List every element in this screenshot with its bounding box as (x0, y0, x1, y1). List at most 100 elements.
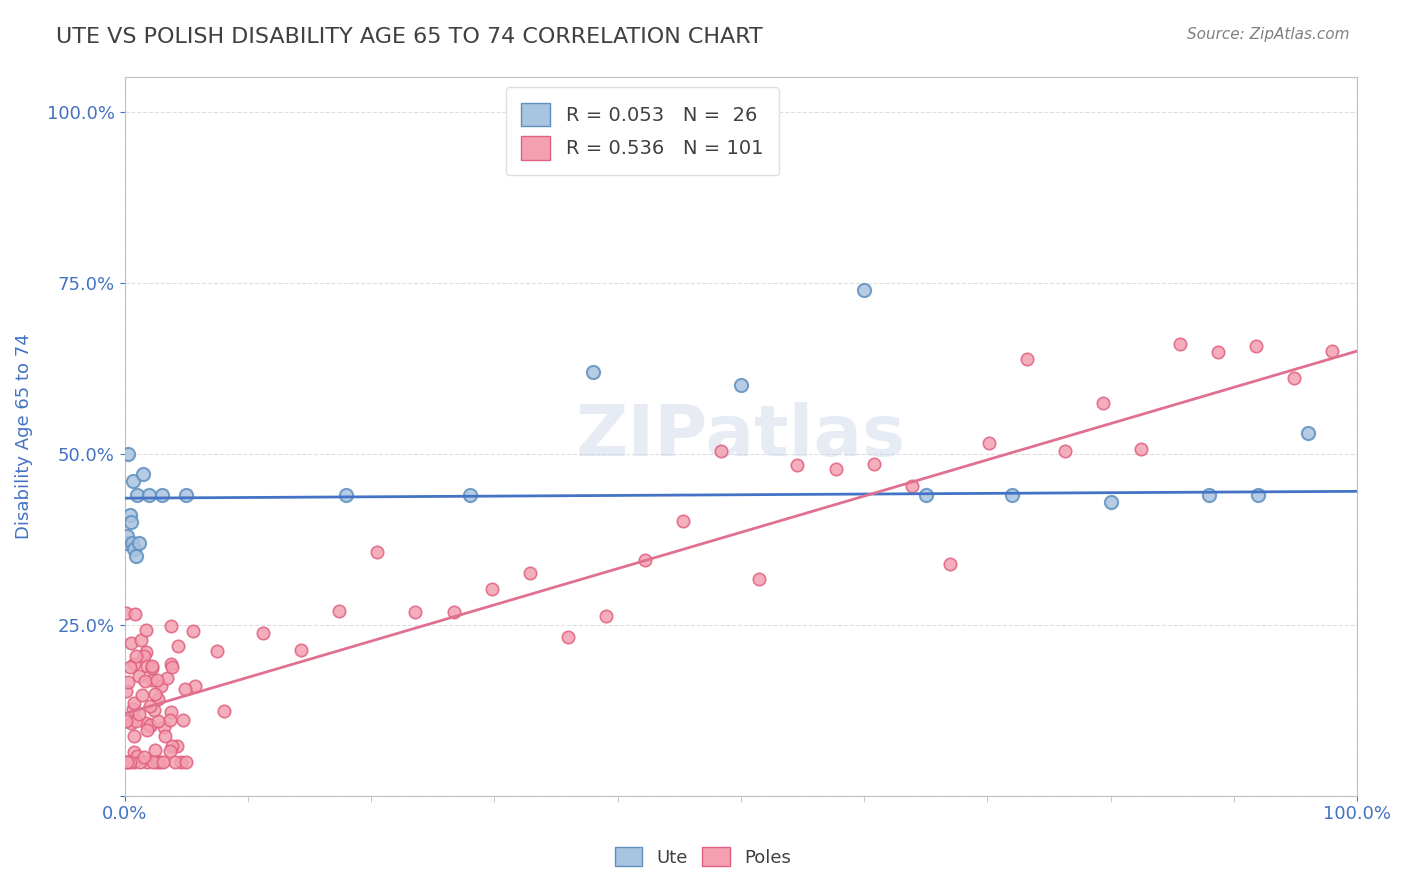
Point (115, 684, 138, 698)
Point (136, 755, 159, 769)
Point (181, 624, 204, 639)
Point (174, 755, 197, 769)
Point (132, 648, 155, 663)
Point (125, 748, 148, 763)
Point (174, 488, 197, 502)
Point (129, 755, 152, 769)
Point (128, 669, 150, 683)
Point (150, 488, 173, 502)
Point (1130, 442, 1153, 456)
Point (122, 755, 145, 769)
Point (748, 572, 770, 586)
Point (1015, 352, 1038, 367)
Point (125, 649, 148, 664)
Legend: Ute, Poles: Ute, Poles (607, 840, 799, 874)
Point (125, 549, 148, 564)
Legend: R = 0.053   N =  26, R = 0.536   N = 101: R = 0.053 N = 26, R = 0.536 N = 101 (506, 87, 779, 176)
Point (1244, 339, 1267, 353)
Point (143, 703, 166, 717)
Point (290, 642, 312, 657)
Point (1198, 488, 1220, 502)
Point (135, 716, 157, 731)
Point (519, 566, 541, 580)
Point (404, 605, 426, 619)
Point (166, 739, 188, 753)
Point (134, 674, 156, 689)
Point (1322, 344, 1344, 359)
Point (160, 660, 183, 674)
Point (115, 755, 138, 769)
Text: UTE VS POLISH DISABILITY AGE 65 TO 74 CORRELATION CHART: UTE VS POLISH DISABILITY AGE 65 TO 74 CO… (56, 27, 763, 46)
Point (481, 582, 503, 596)
Point (155, 729, 177, 743)
Point (1053, 444, 1076, 458)
Point (1296, 426, 1319, 441)
Point (132, 467, 155, 482)
Point (710, 443, 733, 458)
Point (159, 744, 181, 758)
Point (159, 713, 181, 727)
Point (1282, 371, 1305, 385)
Point (172, 713, 194, 727)
Point (122, 730, 145, 744)
Point (672, 514, 695, 528)
Point (1099, 494, 1122, 508)
Point (149, 755, 172, 769)
Point (939, 557, 962, 571)
Point (124, 542, 146, 557)
Point (122, 474, 145, 488)
Point (335, 488, 357, 502)
Point (1247, 488, 1270, 502)
Point (170, 755, 193, 769)
Point (634, 552, 657, 566)
Point (1001, 488, 1024, 502)
Point (152, 720, 174, 734)
Point (138, 718, 160, 732)
Point (148, 714, 170, 729)
Point (142, 755, 165, 769)
Point (163, 755, 186, 769)
Point (214, 704, 236, 718)
Point (121, 535, 143, 549)
Point (129, 632, 152, 647)
Point (557, 630, 579, 644)
Point (125, 714, 148, 728)
Point (977, 436, 1000, 450)
Point (122, 702, 145, 716)
Point (124, 607, 146, 622)
Point (901, 478, 924, 492)
Point (122, 696, 145, 710)
Point (143, 742, 166, 756)
Point (595, 609, 617, 624)
Y-axis label: Disability Age 65 to 74: Disability Age 65 to 74 (15, 334, 32, 540)
Point (117, 674, 139, 689)
Point (1168, 337, 1191, 351)
Point (120, 635, 142, 649)
Point (117, 447, 139, 461)
Point (914, 488, 936, 502)
Point (149, 679, 172, 693)
Point (141, 658, 163, 673)
Point (141, 661, 163, 675)
Point (122, 657, 145, 671)
Point (824, 461, 846, 475)
Point (115, 714, 138, 728)
Point (132, 750, 155, 764)
Point (1206, 344, 1229, 359)
Point (120, 715, 142, 730)
Point (582, 365, 605, 379)
Point (366, 545, 388, 559)
Point (115, 535, 138, 549)
Point (117, 755, 139, 769)
Point (138, 698, 160, 713)
Point (128, 535, 150, 549)
Point (146, 692, 169, 706)
Point (786, 458, 808, 472)
Point (118, 660, 141, 674)
Point (143, 687, 166, 701)
Point (173, 682, 195, 697)
Point (205, 643, 228, 657)
Point (139, 719, 162, 733)
Text: ZIPatlas: ZIPatlas (575, 402, 905, 471)
Point (125, 488, 148, 502)
